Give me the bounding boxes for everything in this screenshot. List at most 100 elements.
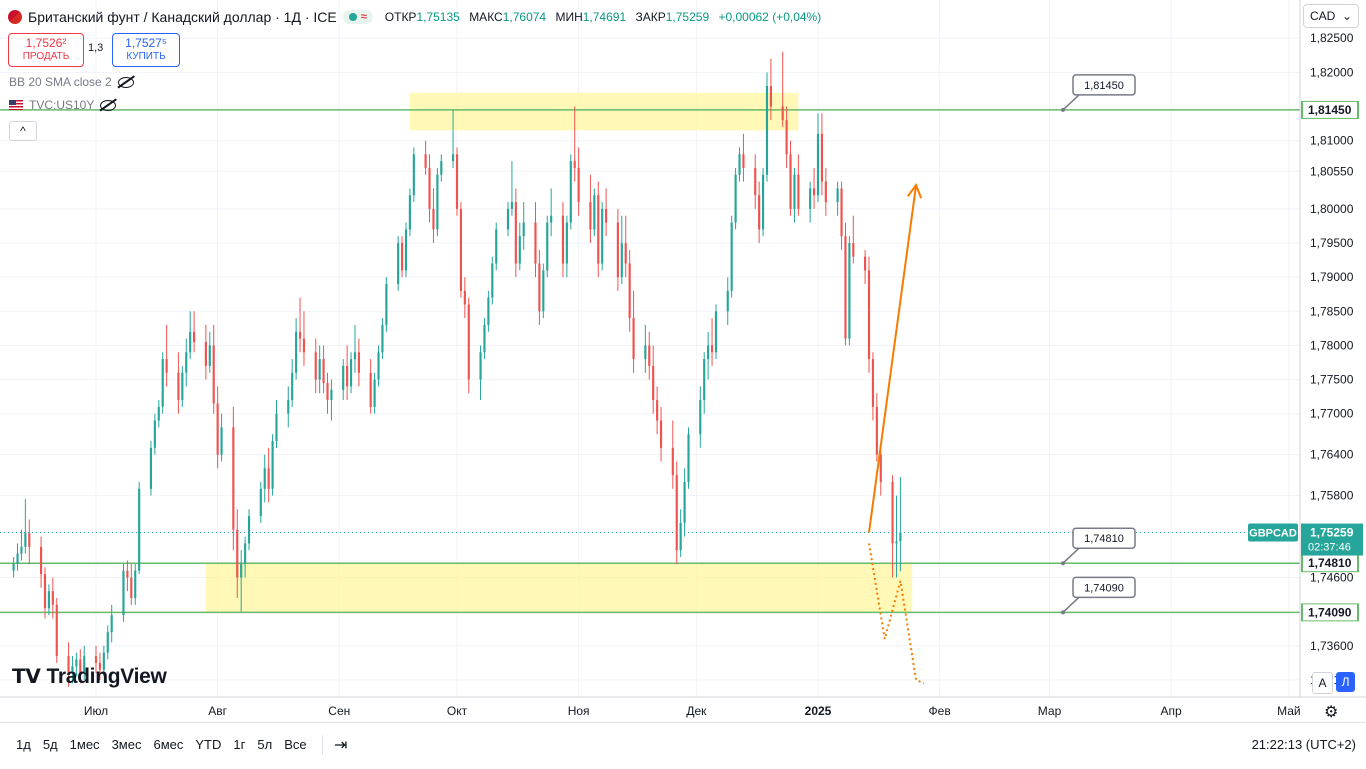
candle-body — [546, 222, 549, 271]
candle-body — [267, 468, 270, 489]
symbol-tag-label: GBPCAD — [1249, 528, 1297, 540]
candle-body — [510, 202, 514, 209]
range-6m[interactable]: 6мес — [153, 737, 184, 752]
range-1y[interactable]: 1г — [233, 737, 246, 752]
candle-body — [616, 222, 619, 278]
price-chart[interactable]: 1,81450 1,74810 1,74090 1,82500 1,82000 1,81… — [0, 0, 1366, 722]
range-5d[interactable]: 5д — [42, 737, 58, 752]
candle-body — [55, 604, 58, 657]
candle-body — [687, 434, 690, 482]
sell-label: ПРОДАТЬ — [22, 51, 70, 62]
tradingview-logo[interactable]: 𝗧𝗩 TradingView — [12, 664, 167, 689]
current-price-label: 1,75259 — [1310, 526, 1354, 540]
gear-icon[interactable]: ⚙ — [1324, 704, 1339, 721]
buy-label: КУПИТЬ — [126, 51, 166, 62]
candle-body — [126, 570, 129, 578]
low-value: 1,74691 — [582, 10, 627, 24]
candle-body — [71, 666, 74, 674]
log-scale-button[interactable]: Л — [1336, 672, 1355, 692]
time-tick-label: Ноя — [568, 704, 590, 718]
level-price-tag-inner — [1303, 101, 1357, 118]
candle-body — [342, 365, 345, 390]
range-buttons: 1д 5д 1мес 3мес 6мес YTD 1г 5л Все — [10, 735, 313, 754]
candle-body — [605, 208, 608, 223]
indicator-bb[interactable]: BB 20 SMA close 2 — [9, 75, 134, 89]
candle-body — [648, 345, 651, 366]
symbol-title[interactable]: Британский фунт / Канадский доллар · 1Д … — [28, 9, 337, 25]
candle-body — [816, 133, 820, 196]
candle-body — [177, 372, 180, 401]
buy-button[interactable]: 1,7527⁵ КУПИТЬ — [112, 33, 180, 67]
candle-body — [879, 454, 882, 482]
candle-body — [153, 420, 156, 448]
range-1m[interactable]: 1мес — [69, 737, 100, 752]
price-tick-label: 1,80000 — [1310, 202, 1354, 216]
sell-button[interactable]: 1,7526² ПРОДАТЬ — [8, 33, 84, 67]
highlight-zone-0 — [409, 92, 799, 131]
callout-pointer — [1062, 596, 1080, 613]
market-status-badge[interactable]: ≈ — [342, 10, 373, 24]
price-axis[interactable]: 1,82500 1,82000 1,81000 1,80550 1,80000 1,795… — [1248, 0, 1366, 697]
candle-body — [836, 188, 839, 203]
current-price-tag — [1301, 523, 1363, 556]
highlight-zone-1 — [205, 563, 913, 613]
candle-body — [809, 188, 812, 209]
candle-body — [377, 352, 380, 380]
candle-body — [330, 389, 333, 401]
range-3m[interactable]: 3мес — [111, 737, 142, 752]
candle-body — [216, 403, 219, 455]
callout-pointer — [1062, 547, 1080, 564]
symbol-flag-icon — [8, 10, 22, 24]
candle-body — [899, 532, 902, 542]
price-tick-label: 1,76400 — [1310, 448, 1354, 462]
indicator-compare-label: TVC:US10Y — [29, 98, 95, 112]
currency-select[interactable]: CAD ⌄ — [1303, 4, 1359, 28]
hidden-eye-icon[interactable] — [100, 99, 117, 111]
candle-body — [161, 359, 164, 407]
price-tick-label: 1,81000 — [1310, 134, 1354, 148]
candle-body — [703, 359, 706, 401]
candle-body — [39, 546, 43, 575]
candle-body — [518, 236, 521, 264]
range-ytd[interactable]: YTD — [195, 737, 222, 752]
callout-anchor — [1061, 107, 1065, 112]
calendar-range-icon[interactable]: ⇥ — [334, 737, 348, 754]
bottom-toolbar: 1д 5д 1мес 3мес 6мес YTD 1г 5л Все ⇥ 21:… — [0, 722, 1366, 769]
time-tick-label: Окт — [447, 704, 468, 718]
candle-body — [424, 154, 427, 168]
zones-layer — [205, 92, 913, 613]
time-axis[interactable]: Июл Авг Сен Окт Ноя Дек 2025 Фев Мар Апр Май — [0, 696, 1366, 722]
candle-body — [769, 86, 772, 107]
candle-body — [707, 345, 710, 360]
candle-body — [455, 154, 459, 209]
price-tick-label: 1,75800 — [1310, 489, 1354, 503]
price-tick-label: 1,82500 — [1310, 31, 1354, 45]
candle-body — [867, 270, 871, 360]
candle-body — [550, 215, 553, 223]
candle-body — [400, 243, 404, 271]
candle-body — [440, 161, 443, 175]
candle-body — [628, 263, 631, 319]
candle-body — [16, 553, 19, 564]
auto-scale-button[interactable]: A — [1312, 672, 1333, 694]
candle-body — [212, 345, 215, 404]
range-all[interactable]: Все — [284, 737, 307, 752]
candle-body — [102, 652, 105, 670]
candle-body — [357, 352, 360, 373]
candle-body — [561, 215, 565, 264]
clock-readout[interactable]: 21:22:13 (UTC+2) — [1251, 737, 1356, 752]
candle-body — [479, 352, 482, 380]
candle-body — [812, 188, 816, 196]
candle-body — [656, 400, 659, 421]
toolbar-divider — [322, 735, 323, 755]
indicator-compare[interactable]: TVC:US10Y — [9, 98, 117, 112]
range-1d[interactable]: 1д — [16, 737, 31, 752]
range-5y[interactable]: 5л — [257, 737, 273, 752]
candle-body — [20, 546, 23, 554]
candle-body — [726, 290, 729, 312]
candle-body — [754, 167, 757, 196]
spread-value: 1,3 — [88, 42, 104, 54]
collapse-legend-button[interactable]: ^ — [9, 121, 37, 141]
hidden-eye-icon[interactable] — [117, 76, 134, 88]
candle-body — [797, 174, 800, 209]
